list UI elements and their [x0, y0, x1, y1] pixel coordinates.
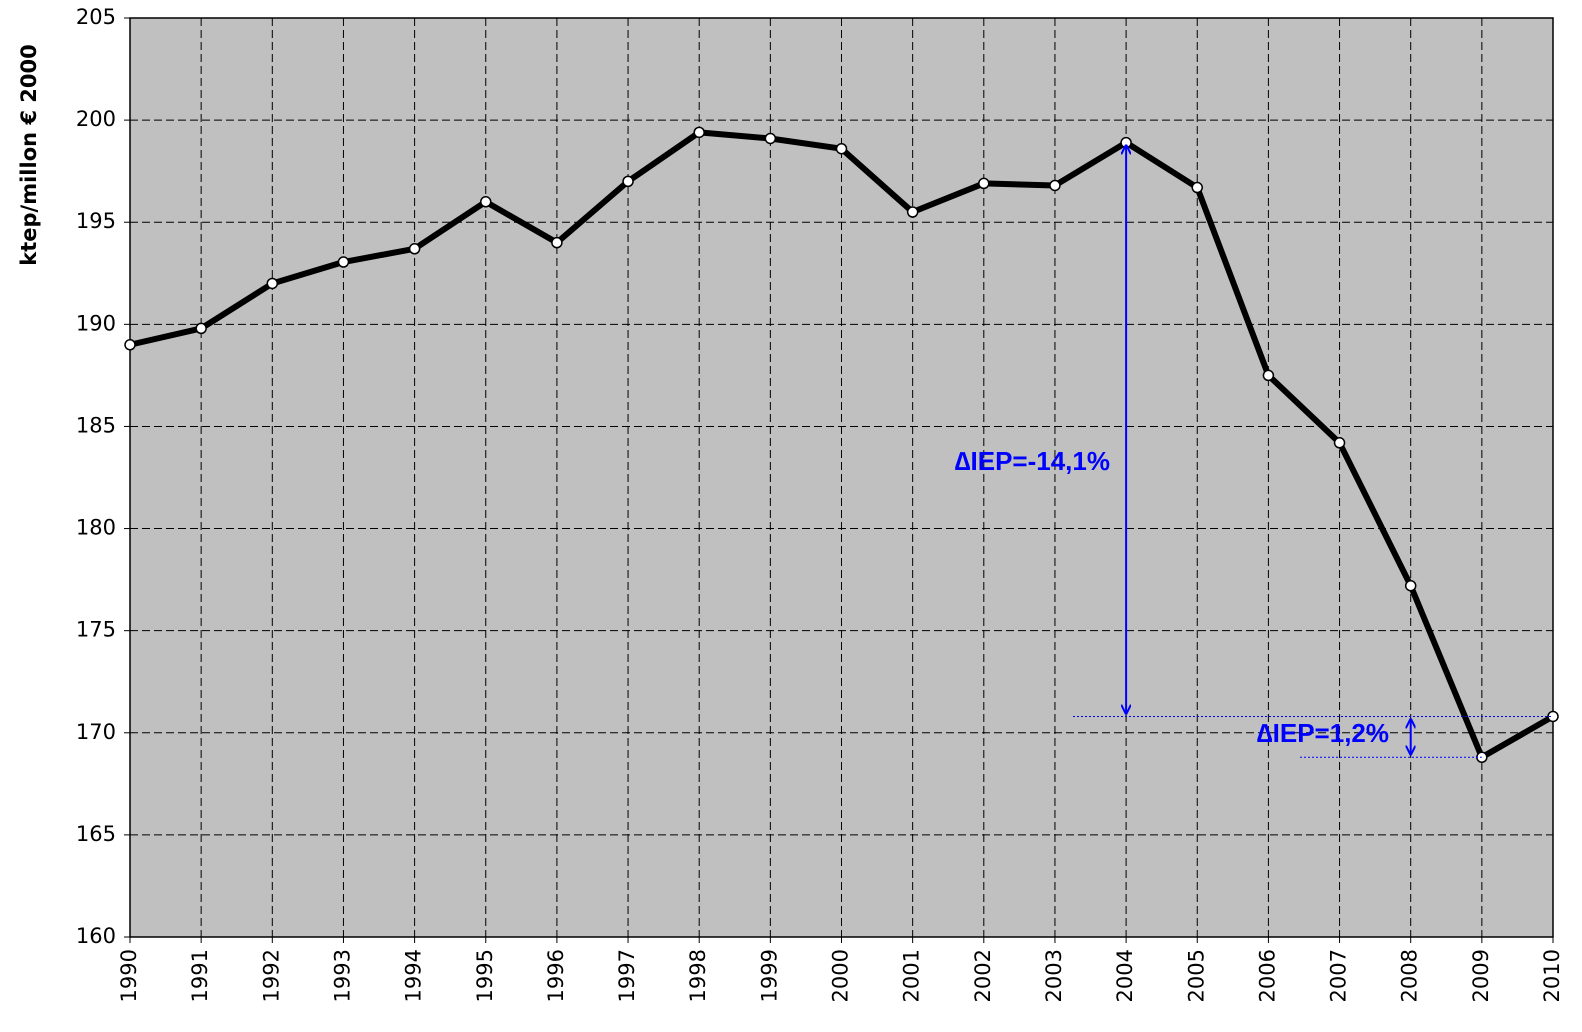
x-tick-label: 2010	[1540, 949, 1564, 1002]
y-tick-label: 205	[76, 5, 116, 29]
x-tick-label: 2007	[1327, 949, 1351, 1002]
point	[906, 206, 919, 218]
x-tick-label: 1997	[615, 949, 639, 1002]
point	[622, 175, 634, 188]
x-tick-label: 2008	[1398, 949, 1422, 1002]
y-tick-label: 200	[76, 107, 116, 131]
y-tick-label: 180	[76, 516, 116, 540]
x-tick-label: 1994	[402, 949, 426, 1002]
x-tick-label: 1995	[473, 949, 497, 1002]
y-tick-label: 185	[76, 413, 116, 437]
y-tick-label: 165	[76, 822, 116, 846]
x-tick-label: 1998	[686, 949, 710, 1002]
y-tick-label: 175	[76, 618, 116, 642]
point	[1404, 579, 1417, 592]
point	[1191, 181, 1203, 194]
x-tick-label: 1999	[757, 949, 781, 1002]
point	[408, 243, 421, 255]
point	[551, 236, 563, 249]
x-tick-label: 1990	[117, 949, 141, 1002]
y-axis-label: ktep/millon € 2000	[17, 44, 41, 265]
point	[1547, 710, 1559, 723]
point	[764, 132, 777, 145]
x-tick-label: 2005	[1184, 949, 1208, 1002]
x-tick-label: 2004	[1113, 949, 1137, 1002]
point	[1049, 179, 1061, 192]
point	[266, 277, 279, 290]
y-tick-label: 160	[76, 924, 116, 948]
point	[978, 177, 990, 190]
y-tick-label: 190	[76, 311, 116, 335]
x-tick-label: 1991	[188, 949, 212, 1002]
point	[337, 256, 350, 268]
y-tick-label: 195	[76, 209, 116, 233]
x-tick-label: 2002	[971, 949, 995, 1002]
x-tick-label: 2000	[829, 949, 853, 1002]
point	[124, 339, 136, 351]
x-tick-label: 1996	[544, 949, 568, 1002]
point	[693, 126, 705, 139]
x-tick-label: 1993	[330, 949, 354, 1002]
x-tick-label: 2006	[1255, 949, 1279, 1002]
x-tick-label: 2009	[1469, 949, 1493, 1002]
point	[835, 142, 848, 155]
point	[1262, 369, 1275, 382]
point	[480, 196, 492, 208]
annotation-text: ∆IEP=1,2%	[1257, 718, 1389, 748]
point	[1333, 437, 1346, 449]
x-tick-label: 1992	[259, 949, 283, 1002]
x-tick-label: 2003	[1042, 949, 1066, 1002]
plot-border	[129, 17, 1554, 938]
x-tick-label: 2001	[900, 949, 924, 1002]
point	[195, 322, 207, 335]
annotation-text: ∆IEP=-14,1%	[955, 446, 1110, 476]
y-tick-label: 170	[76, 720, 116, 744]
